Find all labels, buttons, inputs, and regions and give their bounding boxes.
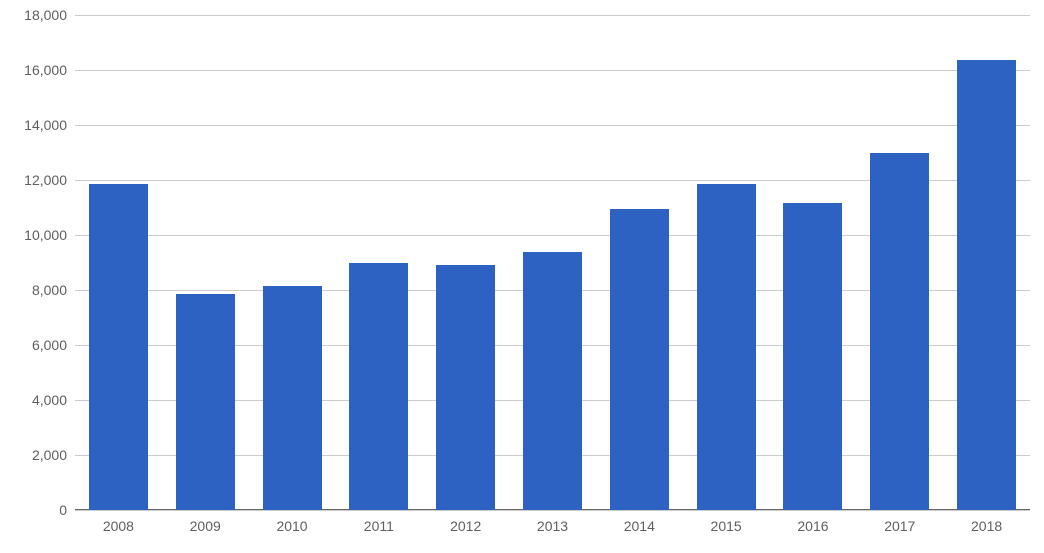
x-tick-label: 2015 — [711, 510, 742, 534]
x-tick-label: 2008 — [103, 510, 134, 534]
plot-area: 02,0004,0006,0008,00010,00012,00014,0001… — [75, 15, 1030, 510]
bar — [610, 209, 669, 510]
bar — [523, 252, 582, 511]
gridline — [75, 15, 1030, 16]
y-tick-label: 6,000 — [32, 337, 75, 353]
x-tick-label: 2011 — [364, 510, 394, 534]
x-tick-label: 2013 — [537, 510, 568, 534]
x-tick-label: 2012 — [450, 510, 481, 534]
x-tick-label: 2014 — [624, 510, 655, 534]
x-tick-label: 2010 — [276, 510, 307, 534]
bar — [697, 184, 756, 510]
bar — [263, 286, 322, 510]
bar — [957, 60, 1016, 510]
bar — [436, 265, 495, 510]
y-tick-label: 18,000 — [24, 7, 75, 23]
y-tick-label: 0 — [59, 502, 75, 518]
bar — [783, 203, 842, 510]
y-tick-label: 4,000 — [32, 392, 75, 408]
bar — [176, 294, 235, 510]
x-tick-label: 2009 — [190, 510, 221, 534]
bar-chart: 0 2,000 4,000 6,000 8,000 10,000 12,000 14,000 1… — [0, 0, 1044, 553]
bar — [89, 184, 148, 510]
x-tick-label: 2016 — [797, 510, 828, 534]
y-tick-label: 8,000 — [32, 282, 75, 298]
x-tick-label: 2018 — [971, 510, 1002, 534]
bar — [870, 153, 929, 511]
y-tick-label: 16,000 — [24, 62, 75, 78]
bar — [349, 263, 408, 511]
y-tick-label: 10,000 — [24, 227, 75, 243]
gridline — [75, 125, 1030, 126]
y-tick-label: 12,000 — [24, 172, 75, 188]
x-tick-label: 2017 — [884, 510, 915, 534]
gridline — [75, 70, 1030, 71]
y-tick-label: 2,000 — [32, 447, 75, 463]
y-tick-label: 14,000 — [24, 117, 75, 133]
